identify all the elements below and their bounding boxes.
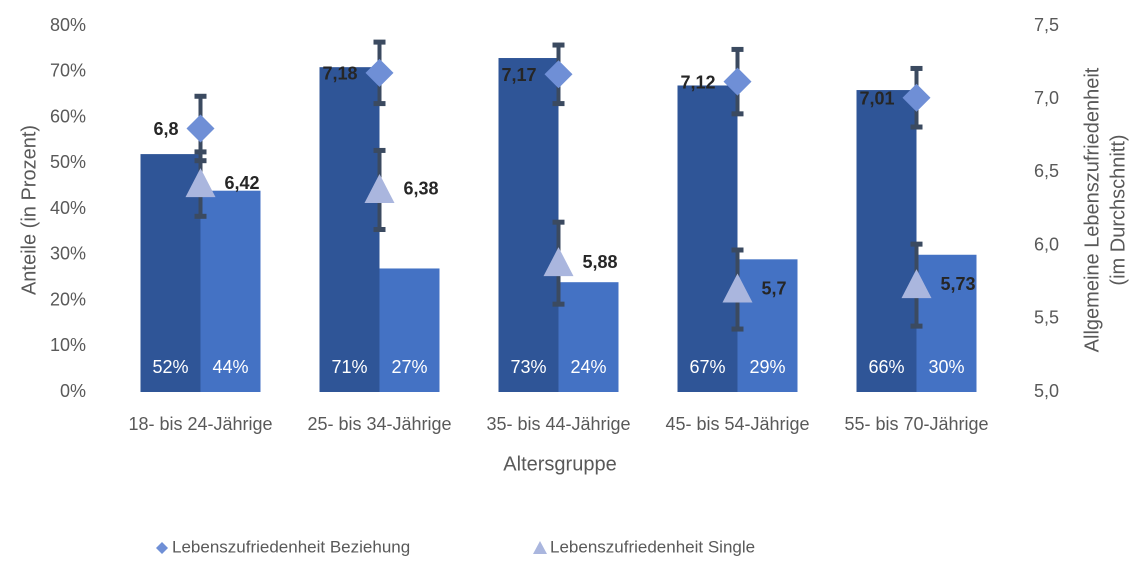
bar-label: 73% — [510, 357, 546, 377]
legend-label: Lebenszufriedenheit Beziehung — [172, 537, 410, 556]
y2-tick-label: 5,0 — [1034, 381, 1059, 401]
data-label: 6,8 — [153, 119, 178, 139]
bar-label: 66% — [868, 357, 904, 377]
bar — [737, 259, 798, 392]
bar-label: 52% — [152, 357, 188, 377]
x-tick-label: 25- bis 34-Jährige — [307, 414, 451, 434]
y-tick-label: 40% — [50, 198, 86, 218]
y-tick-label: 60% — [50, 106, 86, 126]
triangle-marker — [364, 173, 395, 203]
x-tick-label: 35- bis 44-Jährige — [486, 414, 630, 434]
bar — [498, 58, 559, 393]
data-label: 6,42 — [225, 173, 260, 193]
y2-tick-label: 6,5 — [1034, 161, 1059, 181]
x-tick-label: 45- bis 54-Jährige — [665, 414, 809, 434]
bar-label: 30% — [928, 357, 964, 377]
bar-label: 44% — [212, 357, 248, 377]
data-label: 7,01 — [859, 88, 894, 108]
triangle-marker — [185, 168, 216, 198]
y-tick-label: 20% — [50, 289, 86, 309]
data-label: 7,18 — [322, 64, 357, 84]
bar — [319, 67, 380, 393]
bar — [677, 85, 738, 392]
diamond-marker — [544, 60, 573, 89]
data-label: 7,12 — [680, 72, 715, 92]
y-tick-label: 0% — [60, 381, 86, 401]
bar-label: 24% — [570, 357, 606, 377]
y-tick-label: 10% — [50, 335, 86, 355]
triangle-marker — [722, 273, 753, 303]
legend-marker — [533, 541, 547, 554]
data-label: 5,73 — [941, 274, 976, 294]
triangle-marker — [543, 247, 574, 277]
bar-label: 71% — [331, 357, 367, 377]
bar — [200, 190, 261, 392]
y-axis-label: Anteile (in Prozent) — [18, 125, 40, 295]
y-tick-label: 50% — [50, 152, 86, 172]
data-label: 7,17 — [501, 65, 536, 85]
x-tick-label: 55- bis 70-Jährige — [844, 414, 988, 434]
y2-tick-label: 7,5 — [1034, 15, 1059, 35]
bar-label: 67% — [689, 357, 725, 377]
bar — [379, 268, 440, 392]
y2-tick-label: 6,0 — [1034, 234, 1059, 254]
data-label: 5,7 — [762, 278, 787, 298]
diamond-marker — [902, 83, 931, 112]
y2-axis-label: (im Durchschnitt) — [1107, 134, 1129, 285]
bar — [916, 254, 977, 392]
legend-label: Lebenszufriedenheit Single — [550, 537, 755, 556]
bar-label: 29% — [749, 357, 785, 377]
diamond-marker — [723, 67, 752, 96]
triangle-marker — [901, 269, 932, 299]
x-tick-label: 18- bis 24-Jährige — [128, 414, 272, 434]
legend-marker — [156, 542, 168, 554]
data-label: 6,38 — [404, 179, 439, 199]
y-tick-label: 70% — [50, 61, 86, 81]
y-tick-label: 30% — [50, 244, 86, 264]
data-label: 5,88 — [583, 252, 618, 272]
diamond-marker — [365, 58, 394, 87]
y2-tick-label: 7,0 — [1034, 88, 1059, 108]
x-axis-label: Altersgruppe — [503, 453, 616, 475]
bar — [856, 90, 917, 393]
y2-axis-label: Allgemeine Lebenszufriedenheit — [1081, 67, 1103, 352]
y2-tick-label: 5,5 — [1034, 308, 1059, 328]
bar-label: 27% — [391, 357, 427, 377]
diamond-marker — [186, 114, 215, 143]
bar — [558, 282, 619, 392]
y-tick-label: 80% — [50, 15, 86, 35]
